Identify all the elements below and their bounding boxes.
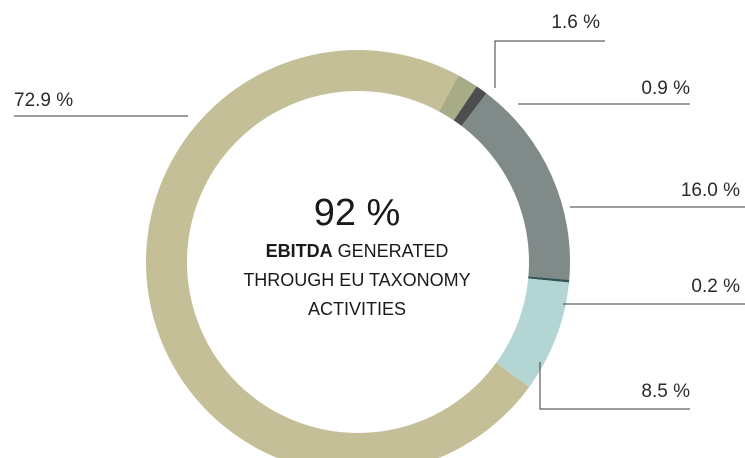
donut-slice bbox=[439, 75, 477, 121]
center-line-3: ACTIVITIES bbox=[308, 299, 406, 319]
slice-label: 16.0 % bbox=[681, 180, 740, 201]
center-caption: 92 % EBITDA GENERATED THROUGH EU TAXONOM… bbox=[243, 192, 470, 319]
slice-label: 8.5 % bbox=[641, 381, 690, 402]
center-line-1-rest: GENERATED bbox=[338, 241, 449, 261]
center-line-1: EBITDA GENERATED bbox=[266, 241, 449, 261]
center-value: 92 % bbox=[314, 192, 401, 234]
center-line-2: THROUGH EU TAXONOMY bbox=[243, 270, 470, 290]
leader-line bbox=[539, 362, 690, 410]
donut-slice bbox=[496, 278, 570, 387]
leader-lines bbox=[14, 40, 745, 410]
leader-line bbox=[494, 40, 605, 88]
donut-slice bbox=[146, 50, 530, 458]
donut-slices bbox=[146, 50, 570, 458]
donut-slice bbox=[461, 93, 570, 280]
slice-label: 0.2 % bbox=[691, 276, 740, 297]
slice-label: 0.9 % bbox=[641, 78, 690, 99]
donut-slice bbox=[453, 86, 487, 126]
slice-labels: 1.6 % 0.9 % 16.0 % 0.2 % 8.5 % 72.9 % bbox=[14, 12, 740, 402]
donut-slice bbox=[528, 276, 570, 283]
slice-label: 1.6 % bbox=[551, 12, 600, 33]
center-highlight: EBITDA bbox=[266, 241, 333, 261]
slice-label: 72.9 % bbox=[14, 90, 73, 111]
